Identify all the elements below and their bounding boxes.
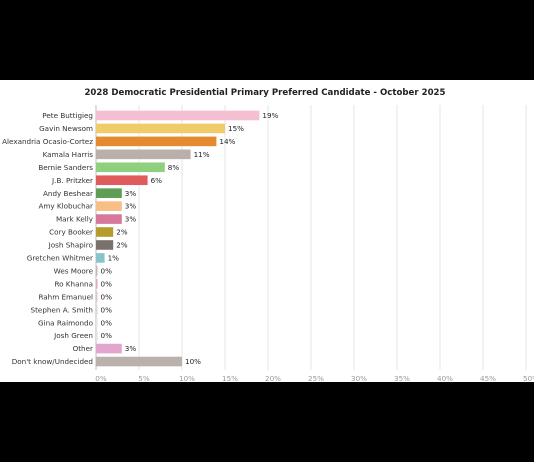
data-label: 8%: [168, 163, 180, 172]
bar: [96, 356, 182, 367]
x-tick-label: 10%: [179, 374, 195, 382]
x-tick-label: 40%: [437, 374, 453, 382]
data-label: 0%: [101, 279, 113, 288]
category-label: Gina Raimondo: [38, 318, 93, 327]
data-label: 0%: [101, 331, 113, 340]
data-label: 0%: [101, 292, 113, 301]
grid-lines: [95, 105, 527, 370]
chart-panel: 2028 Democratic Presidential Primary Pre…: [0, 80, 534, 382]
category-label: J.B. Pritzker: [51, 176, 93, 185]
bar: [96, 266, 98, 276]
x-tick-label: 15%: [222, 374, 238, 382]
bar: [96, 110, 260, 121]
bar: [96, 343, 122, 354]
bar: [96, 253, 105, 263]
data-label: 11%: [194, 150, 210, 159]
x-tick-label: 35%: [394, 374, 410, 382]
x-tick-label: 0%: [95, 374, 107, 382]
category-label: Ro Khanna: [54, 279, 93, 288]
category-labels: Pete Buttigieg Gavin Newsom Alexandria Oca…: [2, 111, 94, 366]
x-tick-label: 20%: [265, 374, 281, 382]
bar: [96, 201, 122, 211]
bar: [96, 123, 225, 134]
x-tick-label: 45%: [480, 374, 496, 382]
category-label: Josh Green: [53, 331, 93, 340]
category-label: Josh Shapiro: [48, 241, 93, 250]
chart-title: 2028 Democratic Presidential Primary Pre…: [84, 88, 445, 98]
data-label: 3%: [125, 344, 137, 353]
bar: [96, 304, 98, 315]
bar-chart: 2028 Democratic Presidential Primary Pre…: [2, 88, 534, 382]
category-label: Wes Moore: [54, 266, 94, 275]
category-label: Cory Booker: [49, 228, 93, 237]
x-tick-label: 25%: [308, 374, 324, 382]
category-label: Don't know/Undecided: [12, 357, 93, 366]
category-label: Stephen A. Smith: [31, 305, 93, 314]
bar: [96, 330, 98, 341]
data-label: 14%: [219, 137, 235, 146]
x-tick-label: 30%: [351, 374, 367, 382]
category-label: Rahm Emanuel: [38, 292, 93, 301]
x-tick-label: 50%: [523, 374, 534, 382]
category-label: Andy Beshear: [43, 189, 93, 198]
bar: [96, 240, 114, 250]
data-label: 3%: [125, 215, 137, 224]
x-axis-ticks: 0% 5% 10% 15% 20% 25% 30% 35% 40% 45% 50%: [95, 374, 534, 382]
bar: [96, 317, 98, 328]
bar: [96, 214, 122, 224]
category-label: Bernie Sanders: [38, 163, 93, 172]
category-label: Kamala Harris: [43, 150, 94, 159]
data-label: 0%: [101, 266, 113, 275]
x-tick-label: 5%: [138, 374, 150, 382]
bar: [96, 162, 165, 173]
category-label: Gretchen Whitmer: [27, 254, 93, 263]
category-label: Alexandria Ocasio-Cortez: [2, 137, 93, 146]
category-label: Pete Buttigieg: [42, 111, 93, 120]
data-label: 0%: [101, 305, 113, 314]
bar: [96, 188, 122, 198]
bar: [96, 279, 98, 289]
data-label: 2%: [116, 241, 128, 250]
data-label: 15%: [228, 124, 244, 133]
bar: [96, 136, 217, 147]
category-label: Mark Kelly: [56, 215, 94, 224]
data-label: 2%: [116, 228, 128, 237]
category-label: Amy Klobuchar: [38, 202, 93, 211]
data-label: 0%: [101, 318, 113, 327]
bars: 19% 15% 14% 11% 8% 6% 3% 3% 3% 2% 2% 1% 0% 0% 0% 0% 0% 0%…: [96, 110, 279, 367]
data-label: 10%: [185, 357, 201, 366]
bar: [96, 227, 114, 237]
data-label: 6%: [151, 176, 163, 185]
data-label: 1%: [108, 254, 120, 263]
bar: [96, 291, 98, 302]
bar: [96, 175, 148, 186]
bar: [96, 149, 191, 160]
data-label: 3%: [125, 202, 137, 211]
category-label: Gavin Newsom: [39, 124, 93, 133]
category-label: Other: [73, 344, 93, 353]
data-label: 3%: [125, 189, 137, 198]
data-label: 19%: [262, 111, 278, 120]
